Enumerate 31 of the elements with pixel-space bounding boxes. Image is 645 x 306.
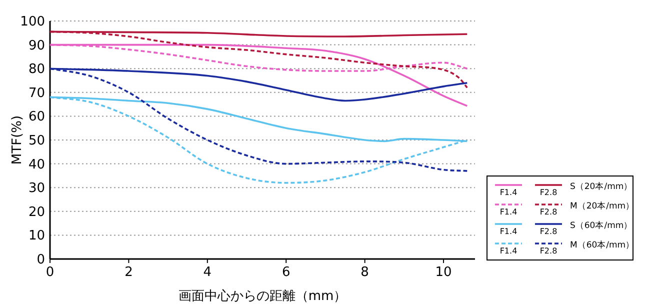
legend-label: F1.4 bbox=[500, 188, 518, 197]
y-tick-label: 70 bbox=[28, 86, 45, 101]
legend-label: F2.8 bbox=[540, 227, 558, 236]
y-tick-label: 60 bbox=[28, 110, 45, 125]
legend-label: F2.8 bbox=[540, 208, 558, 216]
x-tick-label: 4 bbox=[203, 265, 212, 280]
y-tick-label: 90 bbox=[28, 38, 45, 54]
y-tick-label: 50 bbox=[28, 134, 45, 148]
y-axis-title: MTF(%) bbox=[10, 115, 25, 165]
y-tick-label: 10 bbox=[28, 228, 45, 244]
text: S（20本/mm） bbox=[570, 181, 633, 192]
y-tick-label: 30 bbox=[28, 181, 45, 196]
legend-label: F2.8 bbox=[540, 246, 558, 256]
text: S（60本/mm） bbox=[570, 220, 633, 231]
y-tick-label: 80 bbox=[28, 62, 45, 78]
y-tick-label: 0 bbox=[36, 252, 45, 268]
legend-label: F1.4 bbox=[500, 246, 518, 256]
x-tick-label: 10 bbox=[435, 265, 452, 280]
y-tick-label: 40 bbox=[28, 157, 45, 172]
legend-label: F1.4 bbox=[500, 227, 518, 236]
x-tick-label: 2 bbox=[124, 265, 133, 280]
x-tick-label: 6 bbox=[282, 265, 290, 280]
y-tick-label: 100 bbox=[20, 14, 45, 30]
text: M（60本/mm） bbox=[570, 240, 635, 250]
x-tick-label: 0 bbox=[46, 265, 54, 280]
y-tick-label: 20 bbox=[28, 204, 45, 220]
text: M（20本/mm） bbox=[570, 200, 635, 212]
legend-label: F1.4 bbox=[500, 208, 518, 216]
x-axis-title: 画面中心からの距離（mm） bbox=[178, 288, 347, 304]
legend-label: F2.8 bbox=[540, 188, 558, 197]
x-tick-label: 8 bbox=[360, 265, 369, 280]
